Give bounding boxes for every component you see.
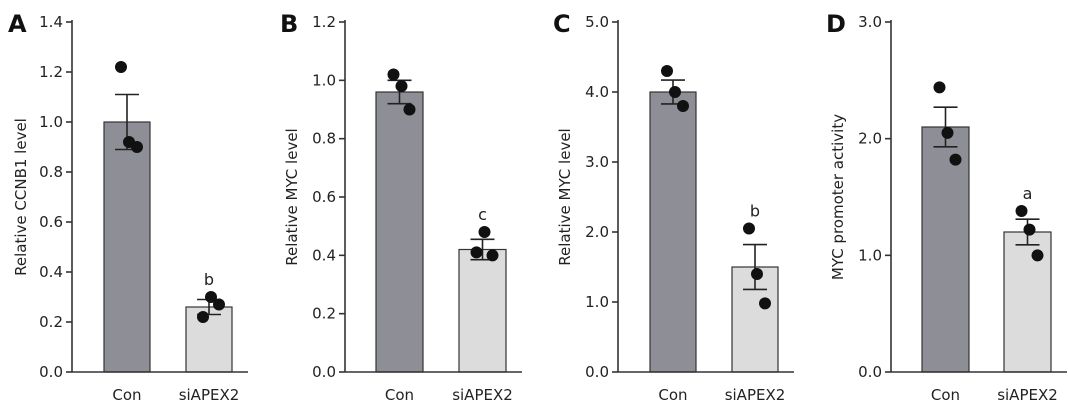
y-tick-label: 1.4 — [39, 13, 63, 31]
y-tick-label: 1.2 — [312, 13, 336, 31]
x-category-label: siAPEX2 — [725, 386, 786, 404]
data-point — [478, 226, 491, 238]
x-category-label: siAPEX2 — [179, 386, 240, 404]
data-point — [941, 126, 954, 139]
data-point — [403, 103, 416, 116]
y-axis-label: Relative MYC level — [283, 128, 301, 265]
x-category-label: Con — [385, 386, 414, 404]
y-axis-label: MYC promoter activity — [829, 114, 847, 280]
y-tick-label: 0.8 — [312, 130, 336, 148]
data-point — [213, 298, 225, 311]
bar-siapex2 — [458, 248, 507, 373]
data-point — [1031, 249, 1044, 262]
bar-con — [921, 126, 970, 373]
y-tick-label: 0.6 — [39, 213, 63, 231]
data-point — [387, 68, 400, 81]
y-axis-label: Relative MYC level — [556, 128, 574, 265]
significance-label: b — [204, 270, 214, 289]
panel-letter: D — [826, 10, 846, 38]
y-tick-label: 1.0 — [312, 71, 336, 89]
data-point — [743, 222, 755, 235]
data-point — [1015, 205, 1028, 217]
y-tick-label: 0.4 — [312, 246, 336, 264]
data-point — [470, 246, 483, 259]
x-category-label: Con — [931, 386, 960, 404]
data-point — [677, 100, 689, 112]
y-tick-label: 0.0 — [39, 363, 63, 381]
data-point — [751, 268, 763, 280]
significance-label: c — [478, 205, 487, 224]
bar-con — [375, 91, 424, 373]
significance-label: b — [750, 202, 760, 221]
data-point — [486, 249, 499, 262]
panel-letter: C — [553, 10, 571, 38]
y-tick-label: 0.4 — [39, 263, 63, 281]
y-tick-label: 1.0 — [39, 113, 63, 131]
data-point — [205, 291, 217, 303]
data-point — [661, 65, 673, 77]
y-tick-label: 0.0 — [585, 363, 609, 381]
y-axis-label: Relative CCNB1 level — [12, 118, 30, 276]
y-tick-label: 1.2 — [39, 63, 63, 81]
y-tick-label: 1.0 — [858, 246, 882, 264]
data-point — [669, 86, 681, 98]
y-tick-label: 0.8 — [39, 163, 63, 181]
chart-panel-b: B Relative MYC level 0.0 0.2 0.4 0.6 0.8 1.0 1.2… — [280, 10, 522, 404]
data-point — [759, 297, 771, 310]
chart-panel-d: D MYC promoter activity 0.0 1.0 2.0 3.0 Con a si… — [826, 10, 1067, 404]
x-category-label: siAPEX2 — [997, 386, 1058, 404]
data-point — [1023, 223, 1036, 236]
bar-con — [649, 91, 697, 373]
data-point — [131, 141, 143, 153]
y-tick-label: 1.0 — [585, 293, 609, 311]
x-category-label: siAPEX2 — [452, 386, 513, 404]
panel-letter: B — [280, 10, 298, 38]
y-tick-label: 3.0 — [585, 153, 609, 171]
data-point — [949, 153, 962, 166]
y-tick-label: 0.0 — [858, 363, 882, 381]
bar-siapex2 — [1003, 231, 1052, 373]
y-tick-label: 0.6 — [312, 188, 336, 206]
bar-con — [103, 121, 151, 373]
data-point — [115, 61, 127, 73]
significance-label: a — [1023, 184, 1033, 203]
y-tick-label: 0.2 — [39, 313, 63, 331]
x-category-label: Con — [112, 386, 141, 404]
bar-siapex2 — [185, 306, 233, 373]
y-tick-label: 2.0 — [585, 223, 609, 241]
y-tick-label: 2.0 — [858, 130, 882, 148]
y-tick-label: 0.2 — [312, 305, 336, 323]
x-category-label: Con — [658, 386, 687, 404]
chart-panel-c: C Relative MYC level 0.0 1.0 2.0 3.0 4.0 5.0 Con… — [553, 10, 794, 404]
y-tick-label: 5.0 — [585, 13, 609, 31]
y-tick-label: 4.0 — [585, 83, 609, 101]
data-point — [197, 311, 209, 323]
y-tick-label: 0.0 — [312, 363, 336, 381]
data-point — [395, 80, 408, 93]
data-point — [933, 81, 946, 94]
panel-letter: A — [8, 10, 27, 38]
y-tick-label: 3.0 — [858, 13, 882, 31]
chart-panel-a: A Relative CCNB1 level 0.0 0.2 0.4 0.6 0.8 1.0 1… — [8, 10, 248, 404]
